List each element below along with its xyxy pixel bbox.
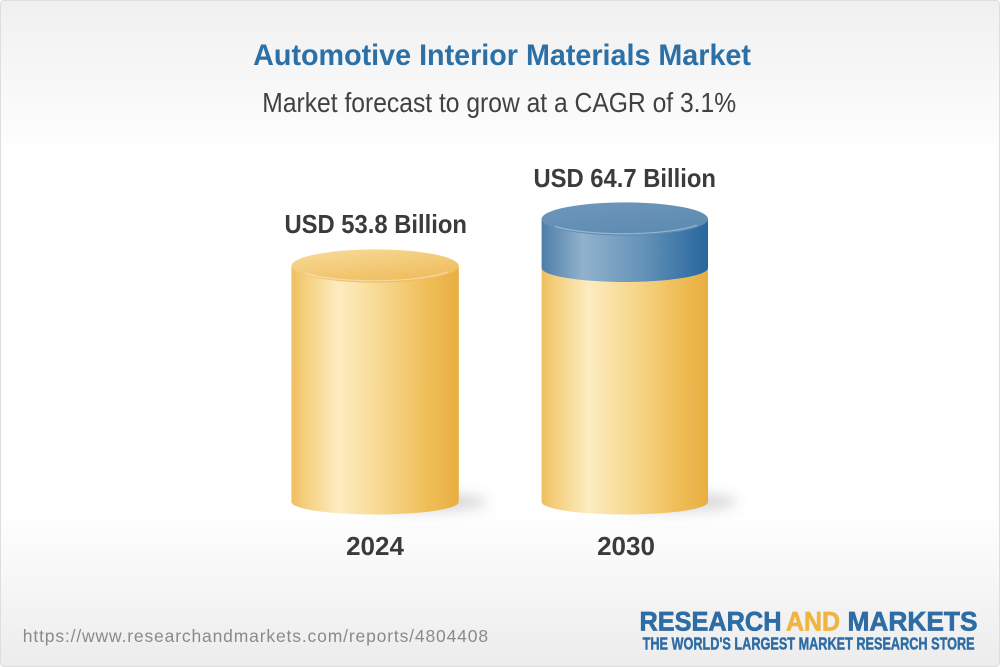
svg-text:MARKETS: MARKETS — [848, 606, 978, 637]
svg-text:RESEARCH: RESEARCH — [640, 606, 782, 637]
svg-text:THE WORLD'S LARGEST MARKET RES: THE WORLD'S LARGEST MARKET RESEARCH STOR… — [643, 635, 975, 654]
svg-text:AND: AND — [786, 606, 840, 637]
